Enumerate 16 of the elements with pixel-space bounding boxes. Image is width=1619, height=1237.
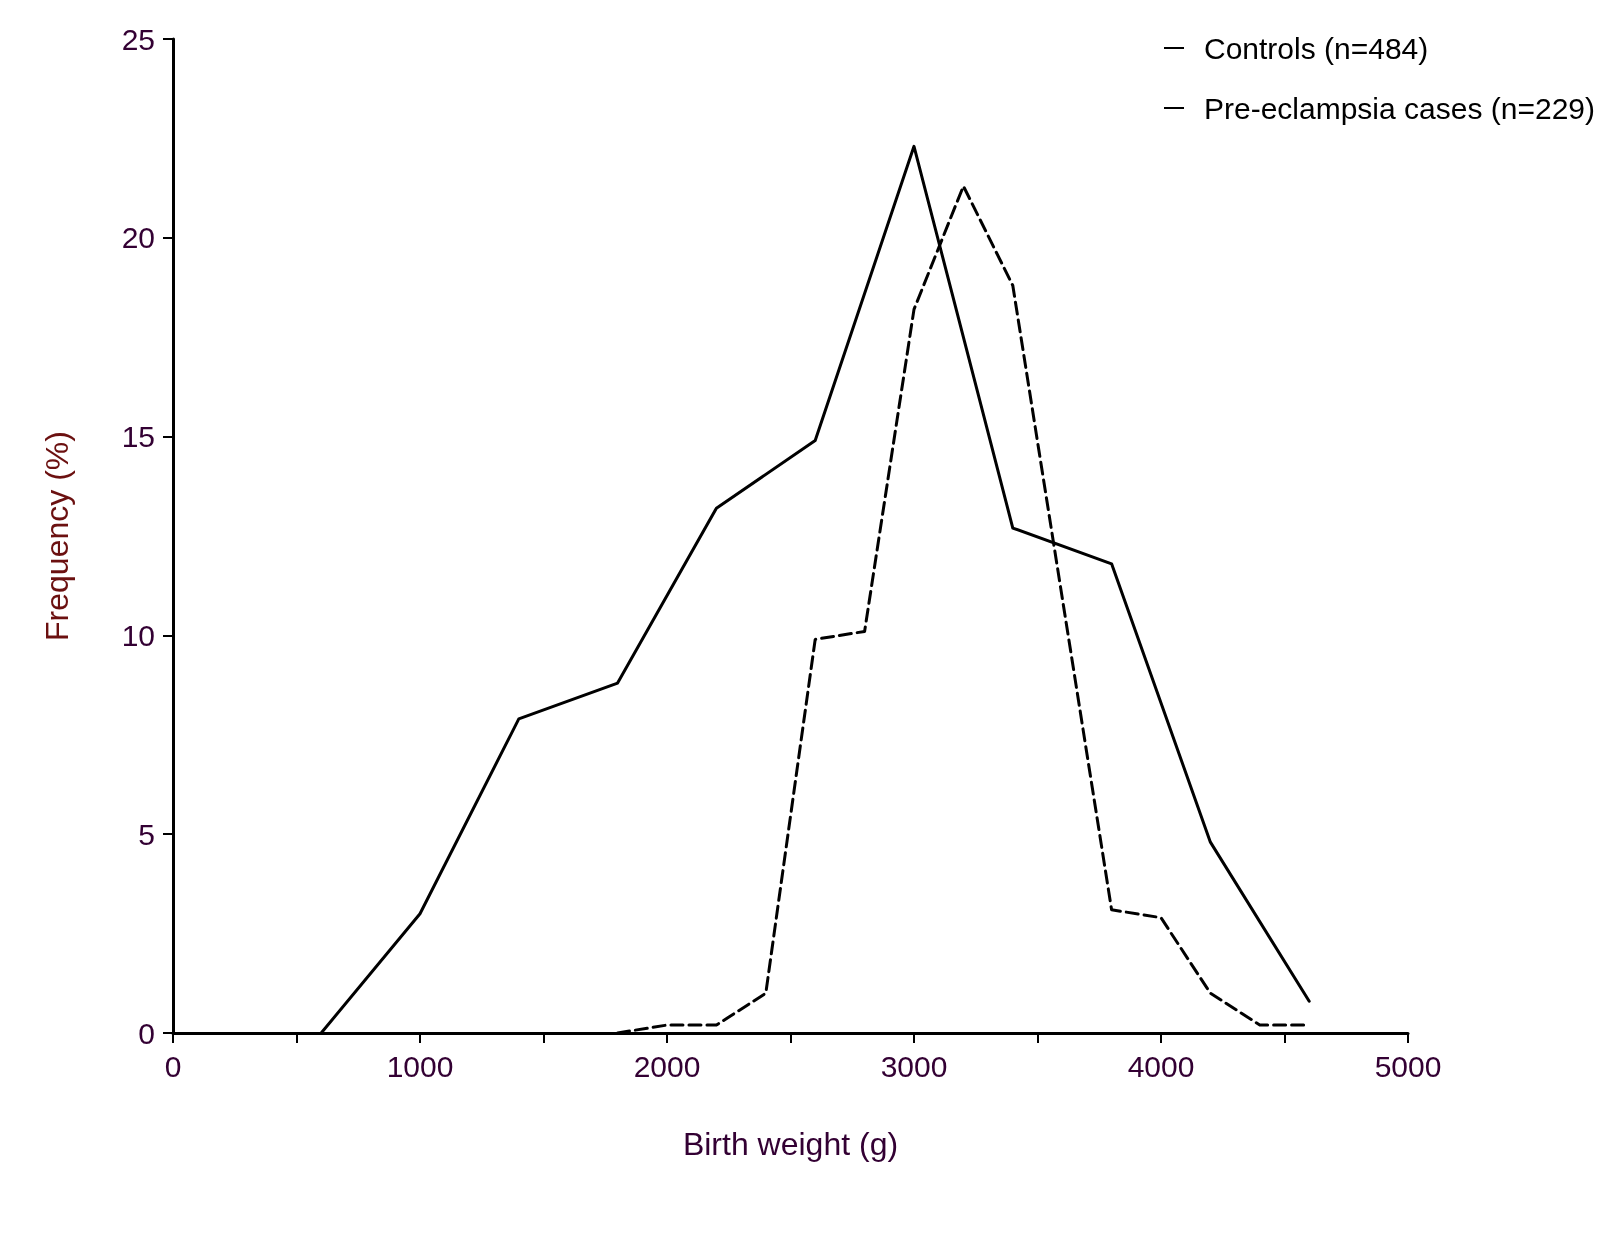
- y-tick-label: 0: [138, 1016, 155, 1050]
- x-tick-label: 2000: [633, 1049, 701, 1083]
- x-tick-label: 1000: [386, 1049, 454, 1083]
- legend-label: Controls (n=484): [1203, 31, 1429, 65]
- x-tick-label: 4000: [1127, 1049, 1195, 1083]
- x-tick-label: 5000: [1374, 1049, 1442, 1083]
- y-tick-label: 20: [121, 221, 155, 255]
- y-axis-title: Frequency (%): [39, 431, 75, 641]
- legend-label: Pre-eclampsia cases (n=229): [1203, 91, 1595, 125]
- x-tick-label: 0: [164, 1049, 182, 1083]
- y-tick-label: 15: [121, 420, 155, 454]
- y-tick-label: 5: [138, 817, 155, 851]
- y-tick-label: 25: [121, 22, 155, 56]
- x-tick-label: 3000: [880, 1049, 948, 1083]
- x-axis-title: Birth weight (g): [682, 1126, 899, 1162]
- y-tick-label: 10: [121, 618, 155, 652]
